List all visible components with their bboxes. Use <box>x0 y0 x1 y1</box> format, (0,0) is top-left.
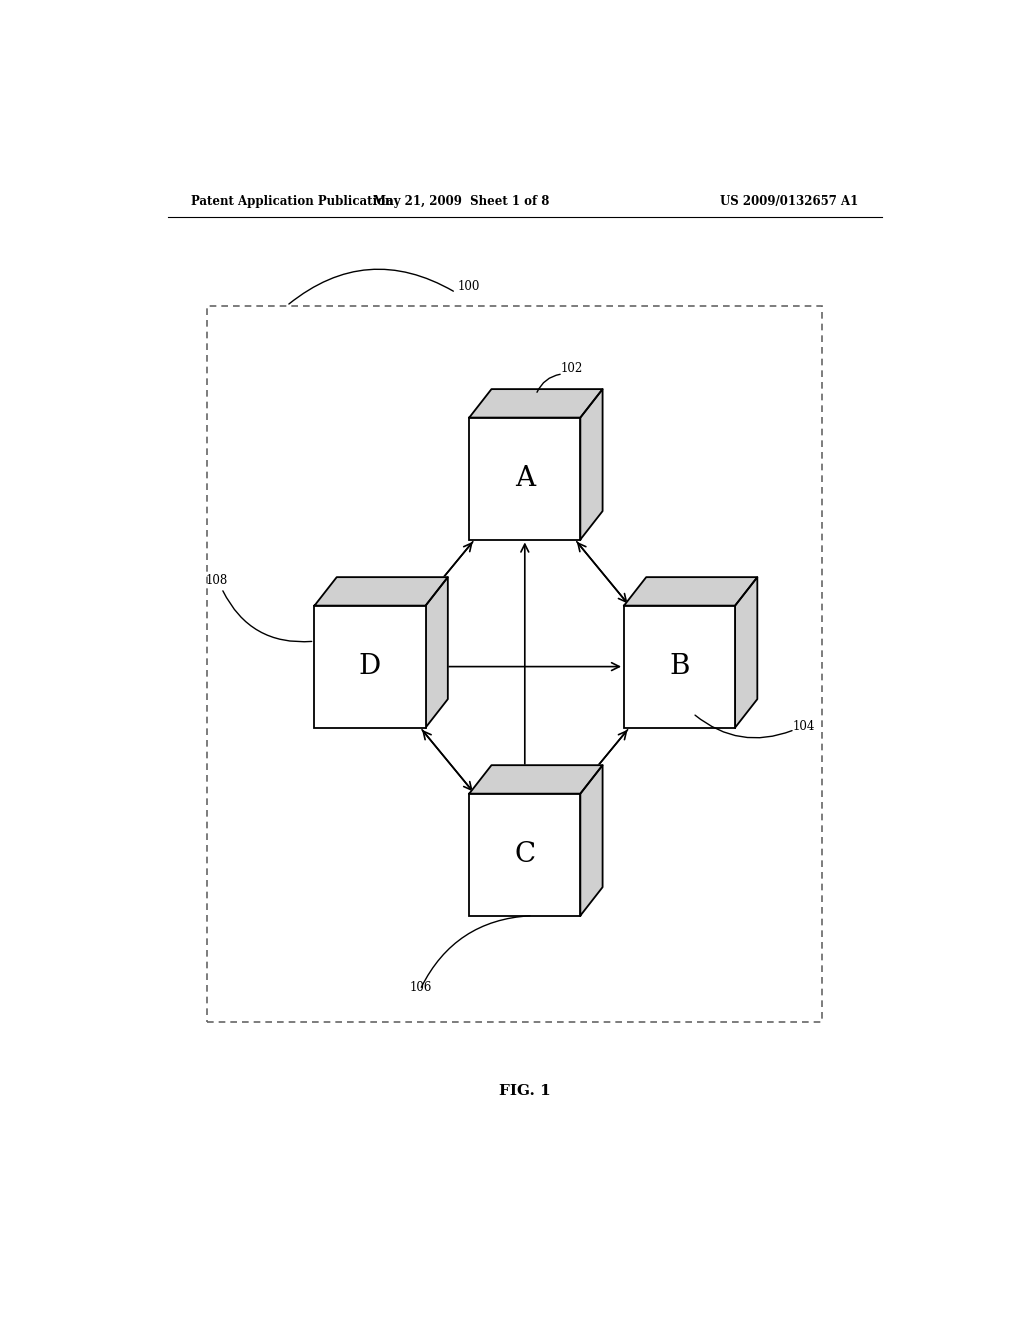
Text: Patent Application Publication: Patent Application Publication <box>191 194 394 207</box>
Text: 104: 104 <box>793 719 815 733</box>
Bar <box>469 793 581 916</box>
Polygon shape <box>469 389 602 417</box>
Bar <box>624 606 735 727</box>
Polygon shape <box>624 577 758 606</box>
Polygon shape <box>581 766 602 916</box>
Text: A: A <box>515 465 535 492</box>
Text: May 21, 2009  Sheet 1 of 8: May 21, 2009 Sheet 1 of 8 <box>373 194 550 207</box>
Text: 102: 102 <box>560 362 583 375</box>
Text: 100: 100 <box>458 280 479 293</box>
Polygon shape <box>581 389 602 540</box>
Bar <box>207 306 822 1022</box>
Bar <box>314 606 426 727</box>
Polygon shape <box>735 577 758 727</box>
Text: US 2009/0132657 A1: US 2009/0132657 A1 <box>720 194 858 207</box>
Polygon shape <box>314 577 447 606</box>
Text: FIG. 1: FIG. 1 <box>499 1085 551 1098</box>
Text: C: C <box>514 841 536 869</box>
Polygon shape <box>426 577 447 727</box>
Text: 106: 106 <box>410 981 432 994</box>
Text: 108: 108 <box>206 574 228 587</box>
Bar <box>469 417 581 540</box>
Polygon shape <box>469 766 602 793</box>
Text: D: D <box>359 653 381 680</box>
Text: B: B <box>670 653 690 680</box>
